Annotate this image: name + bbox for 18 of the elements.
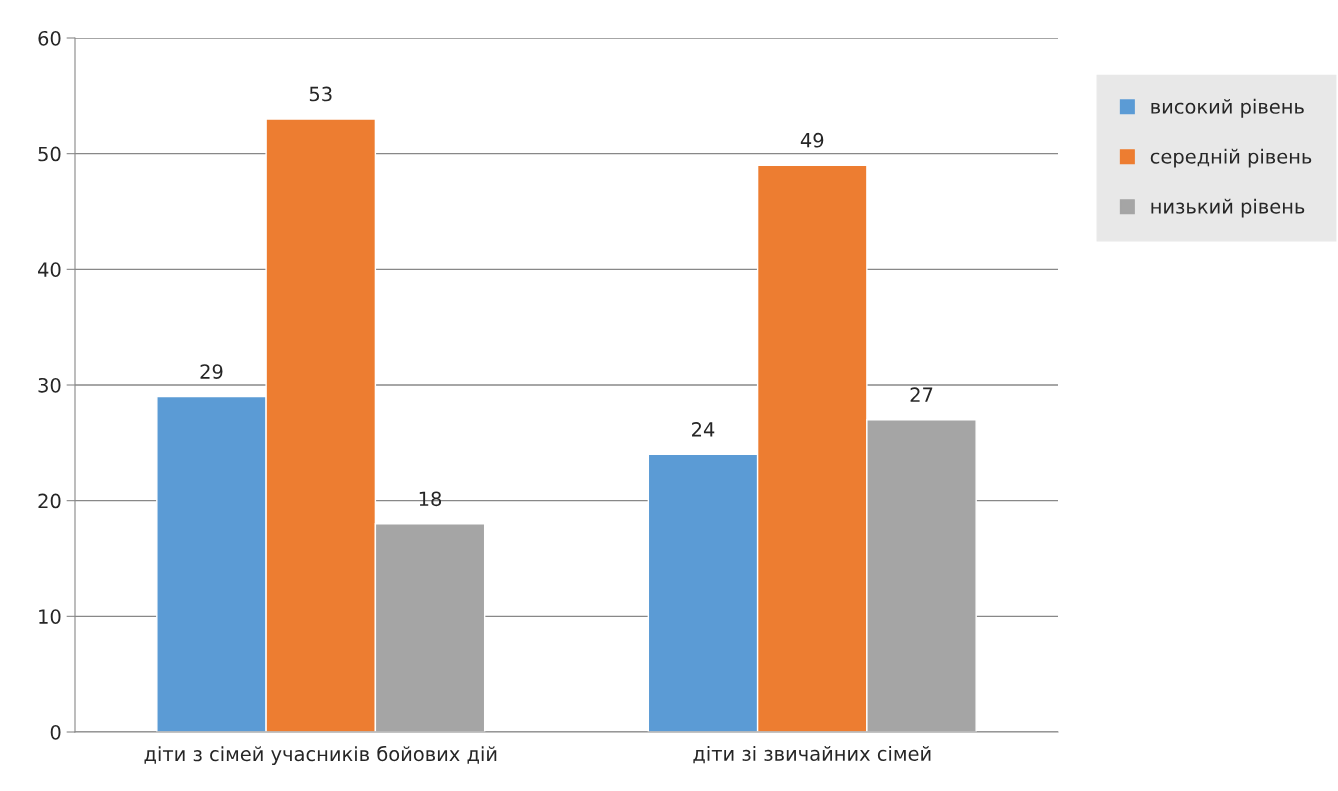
legend-label: високий рівень: [1151, 98, 1304, 118]
data-label: 53: [309, 86, 332, 102]
data-label: 49: [800, 132, 824, 148]
x-tick-label: діти зі звичайних сімей: [693, 745, 931, 764]
y-tick-label: 20: [38, 493, 61, 509]
y-tick-label: 0: [50, 724, 61, 740]
data-label: 29: [200, 364, 223, 379]
y-tick-label: 50: [38, 146, 61, 162]
y-tick-label: 40: [38, 262, 61, 277]
data-label: 24: [692, 422, 715, 437]
data-label: 18: [419, 491, 442, 507]
x-tick-label: діти з сімей учасників бойових дій: [144, 745, 497, 766]
y-tick-label: 60: [38, 30, 61, 46]
legend-label: середній рівень: [1150, 148, 1312, 168]
data-label: 27: [910, 387, 933, 402]
legend-label: низький рівень: [1151, 198, 1305, 218]
y-tick-label: 30: [38, 377, 61, 393]
y-tick-label: 10: [39, 609, 61, 624]
